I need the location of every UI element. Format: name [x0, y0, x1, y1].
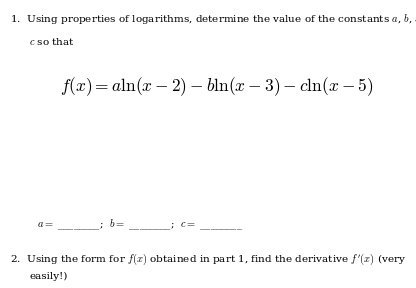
Text: 2.  Using the form for $f(x)$ obtained in part 1, find the derivative $f'(x)$ (v: 2. Using the form for $f(x)$ obtained in… — [10, 252, 406, 267]
Text: $f(x) = a\ln(x-2) - b\ln(x-3) - c\ln(x-5)$: $f(x) = a\ln(x-2) - b\ln(x-3) - c\ln(x-5… — [59, 75, 373, 98]
Text: easily!): easily!) — [29, 272, 67, 281]
Text: $a =$ ________;  $b =$ ________;  $c =$ ________: $a =$ ________; $b =$ ________; $c =$ __… — [37, 217, 244, 232]
Text: $c$ so that: $c$ so that — [29, 36, 75, 47]
Text: 1.  Using properties of logarithms, determine the value of the constants $a$, $b: 1. Using properties of logarithms, deter… — [10, 12, 416, 26]
